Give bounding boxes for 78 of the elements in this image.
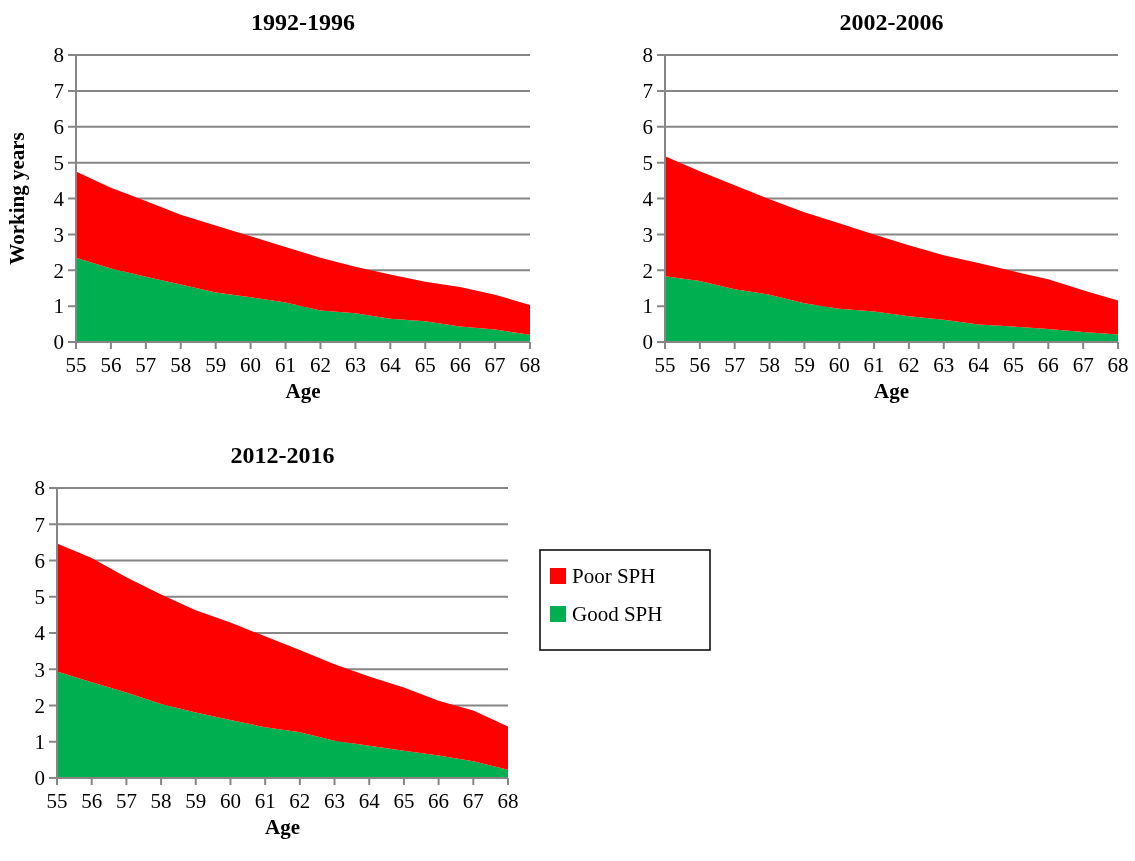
x-tick-label: 68 (1107, 353, 1129, 377)
y-tick-label: 4 (34, 621, 46, 646)
y-tick-label: 0 (34, 766, 45, 791)
x-tick-label: 61 (254, 789, 276, 813)
y-tick-label: 0 (642, 330, 653, 355)
y-tick-label: 7 (642, 79, 653, 104)
x-tick-label: 57 (115, 789, 137, 813)
y-tick-label: 3 (53, 222, 64, 247)
legend-label: Poor SPH (572, 564, 656, 589)
x-tick-label: 57 (135, 353, 157, 377)
y-tick-label: 6 (53, 115, 64, 140)
x-tick-label: 58 (170, 353, 192, 377)
y-tick-label: 4 (53, 186, 65, 211)
x-tick-label: 57 (724, 353, 746, 377)
x-tick-label: 60 (828, 353, 850, 377)
y-tick-label: 6 (34, 548, 45, 573)
x-tick-label: 66 (449, 353, 471, 377)
y-tick-label: 1 (53, 294, 64, 319)
y-tick-label: 7 (34, 512, 45, 537)
y-tick-label: 2 (53, 258, 64, 283)
x-tick-label: 59 (185, 789, 207, 813)
x-tick-label: 68 (497, 789, 519, 813)
x-tick-label: 56 (81, 789, 103, 813)
x-tick-label: 65 (393, 789, 415, 813)
x-tick-label: 58 (150, 789, 172, 813)
x-tick-label: 63 (324, 789, 346, 813)
y-tick-label: 2 (34, 693, 45, 718)
y-axis-title: Working years (5, 132, 29, 265)
x-tick-label: 62 (898, 353, 920, 377)
x-tick-label: 65 (414, 353, 436, 377)
x-tick-label: 56 (100, 353, 122, 377)
x-axis-title: Age (285, 379, 321, 403)
x-tick-label: 66 (428, 789, 450, 813)
y-tick-label: 6 (642, 115, 653, 140)
y-tick-label: 5 (53, 150, 64, 175)
x-tick-label: 67 (1072, 353, 1094, 377)
x-tick-label: 59 (205, 353, 227, 377)
y-tick-label: 3 (34, 657, 45, 682)
y-tick-label: 8 (53, 43, 64, 68)
x-tick-label: 60 (240, 353, 262, 377)
x-tick-label: 64 (358, 789, 381, 813)
x-tick-label: 60 (219, 789, 241, 813)
x-tick-label: 55 (46, 789, 68, 813)
x-tick-label: 65 (1002, 353, 1024, 377)
y-tick-label: 8 (34, 476, 45, 501)
x-tick-label: 64 (379, 353, 402, 377)
x-tick-label: 66 (1037, 353, 1059, 377)
x-tick-label: 62 (309, 353, 331, 377)
x-tick-label: 61 (275, 353, 297, 377)
x-axis-title: Age (874, 379, 909, 403)
x-tick-label: 55 (654, 353, 676, 377)
legend-label: Good SPH (572, 602, 663, 627)
y-tick-label: 7 (53, 79, 64, 104)
x-tick-label: 61 (863, 353, 885, 377)
x-tick-label: 68 (519, 353, 541, 377)
y-tick-label: 0 (53, 330, 64, 355)
x-tick-label: 63 (933, 353, 955, 377)
y-tick-label: 1 (642, 294, 653, 319)
y-tick-label: 3 (642, 222, 653, 247)
x-tick-label: 63 (344, 353, 366, 377)
y-tick-label: 1 (34, 730, 45, 755)
x-tick-label: 55 (65, 353, 87, 377)
x-tick-label: 59 (793, 353, 815, 377)
x-axis-title: Age (265, 815, 300, 839)
chart-title: 1992-1996 (251, 9, 355, 35)
x-tick-label: 62 (289, 789, 311, 813)
x-tick-label: 67 (484, 353, 506, 377)
x-tick-label: 67 (462, 789, 484, 813)
x-tick-label: 56 (689, 353, 711, 377)
chart-title: 2002-2006 (839, 9, 944, 35)
x-tick-label: 64 (968, 353, 990, 377)
y-tick-label: 4 (642, 186, 654, 211)
x-tick-label: 58 (759, 353, 781, 377)
y-tick-label: 2 (642, 258, 653, 283)
y-tick-label: 5 (642, 150, 653, 175)
y-tick-label: 5 (34, 585, 45, 610)
chart-title: 2012-2016 (230, 442, 335, 468)
y-tick-label: 8 (642, 43, 653, 68)
